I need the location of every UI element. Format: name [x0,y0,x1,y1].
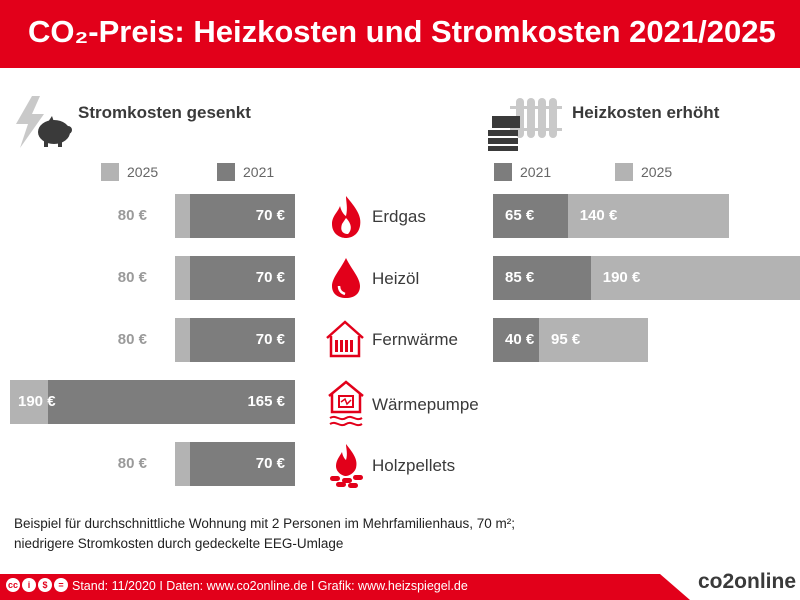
money-radiator-icon [488,98,562,151]
value-label-left-2021: 165 € [247,393,285,410]
oil-drop-icon [332,258,360,298]
value-label-left-2025: 80 € [117,269,147,286]
bar-right-2021-fernwaerme [493,318,539,362]
page-title: CO₂-Preis: Heizkosten und Stromkosten 20… [28,14,776,49]
footnote: Beispiel für durchschnittliche Wohnung m… [14,514,515,554]
category-label-holzpellets: Holzpellets [372,456,456,475]
legend-right-2021: 2021 [494,163,551,181]
legend-swatch-dark [494,163,512,181]
heat-pump-icon [328,380,364,427]
value-label-left-2021: 70 € [255,455,285,472]
value-label-right-2025: 95 € [551,331,581,348]
bar-left-2021-waermepumpe [47,380,295,424]
value-label-right-2021: 40 € [505,331,535,348]
footer-bar [0,574,690,600]
footnote-line-2: niedrigere Stromkosten durch gedeckelte … [14,536,344,551]
legend-label: 2025 [127,164,159,180]
brand-logo: co2online [698,570,797,593]
legend-left-2021: 2021 [217,163,274,181]
bar-right-2021-erdgas [493,194,568,238]
district-heating-icon [326,320,364,358]
legend-label: 2025 [641,164,673,180]
wood-pellets-icon [330,444,363,488]
value-label-left-2025: 80 € [117,207,147,224]
piggy-bank-lightning-icon [16,96,72,148]
value-label-right-2025: 190 € [602,269,641,286]
bar-left-2021-heizoel [190,256,295,300]
nc-license-icon: $ [38,578,52,592]
left-section-title: Stromkosten gesenkt [78,103,251,122]
value-label-left-2025: 80 € [117,331,147,348]
legend-swatch-light [101,163,119,181]
value-label-left-2025: 80 € [117,455,147,472]
category-label-fernwaerme: Fernwärme [372,330,458,349]
cc-license-icon: cc [6,578,20,592]
category-label-erdgas: Erdgas [372,207,426,226]
value-label-right-2021: 85 € [505,269,535,286]
category-label-heizoel: Heizöl [372,269,420,288]
value-label-right-2025: 140 € [579,207,618,224]
value-label-left-2025: 190 € [18,393,56,410]
bar-left-2021-holzpellets [190,442,295,486]
bar-left-2021-erdgas [190,194,295,238]
bar-right-2025-heizoel [590,256,800,300]
category-label-waermepumpe: Wärmepumpe [372,395,479,414]
legend-swatch-light [615,163,633,181]
value-label-left-2021: 70 € [255,331,285,348]
value-label-left-2021: 70 € [255,207,285,224]
legend-right-2025: 2025 [615,163,672,181]
bar-right-2025-erdgas [567,194,729,238]
legend-label: 2021 [520,164,552,180]
bar-right-2025-fernwaerme [539,318,649,362]
by-license-icon: i [22,578,36,592]
legend-label: 2021 [243,164,275,180]
nd-license-icon: = [54,578,68,592]
header-bar: CO₂-Preis: Heizkosten und Stromkosten 20… [0,0,800,68]
flame-icon [332,196,361,238]
bar-left-2021-fernwaerme [190,318,295,362]
legend-left-2025: 2025 [101,163,158,181]
footnote-line-1: Beispiel für durchschnittliche Wohnung m… [14,516,515,531]
legend-swatch-dark [217,163,235,181]
value-label-right-2021: 65 € [505,207,535,224]
footer-credits: Stand: 11/2020 I Daten: www.co2online.de… [72,579,468,593]
value-label-left-2021: 70 € [255,269,285,286]
bar-right-2021-heizoel [493,256,591,300]
right-section-title: Heizkosten erhöht [572,103,720,122]
